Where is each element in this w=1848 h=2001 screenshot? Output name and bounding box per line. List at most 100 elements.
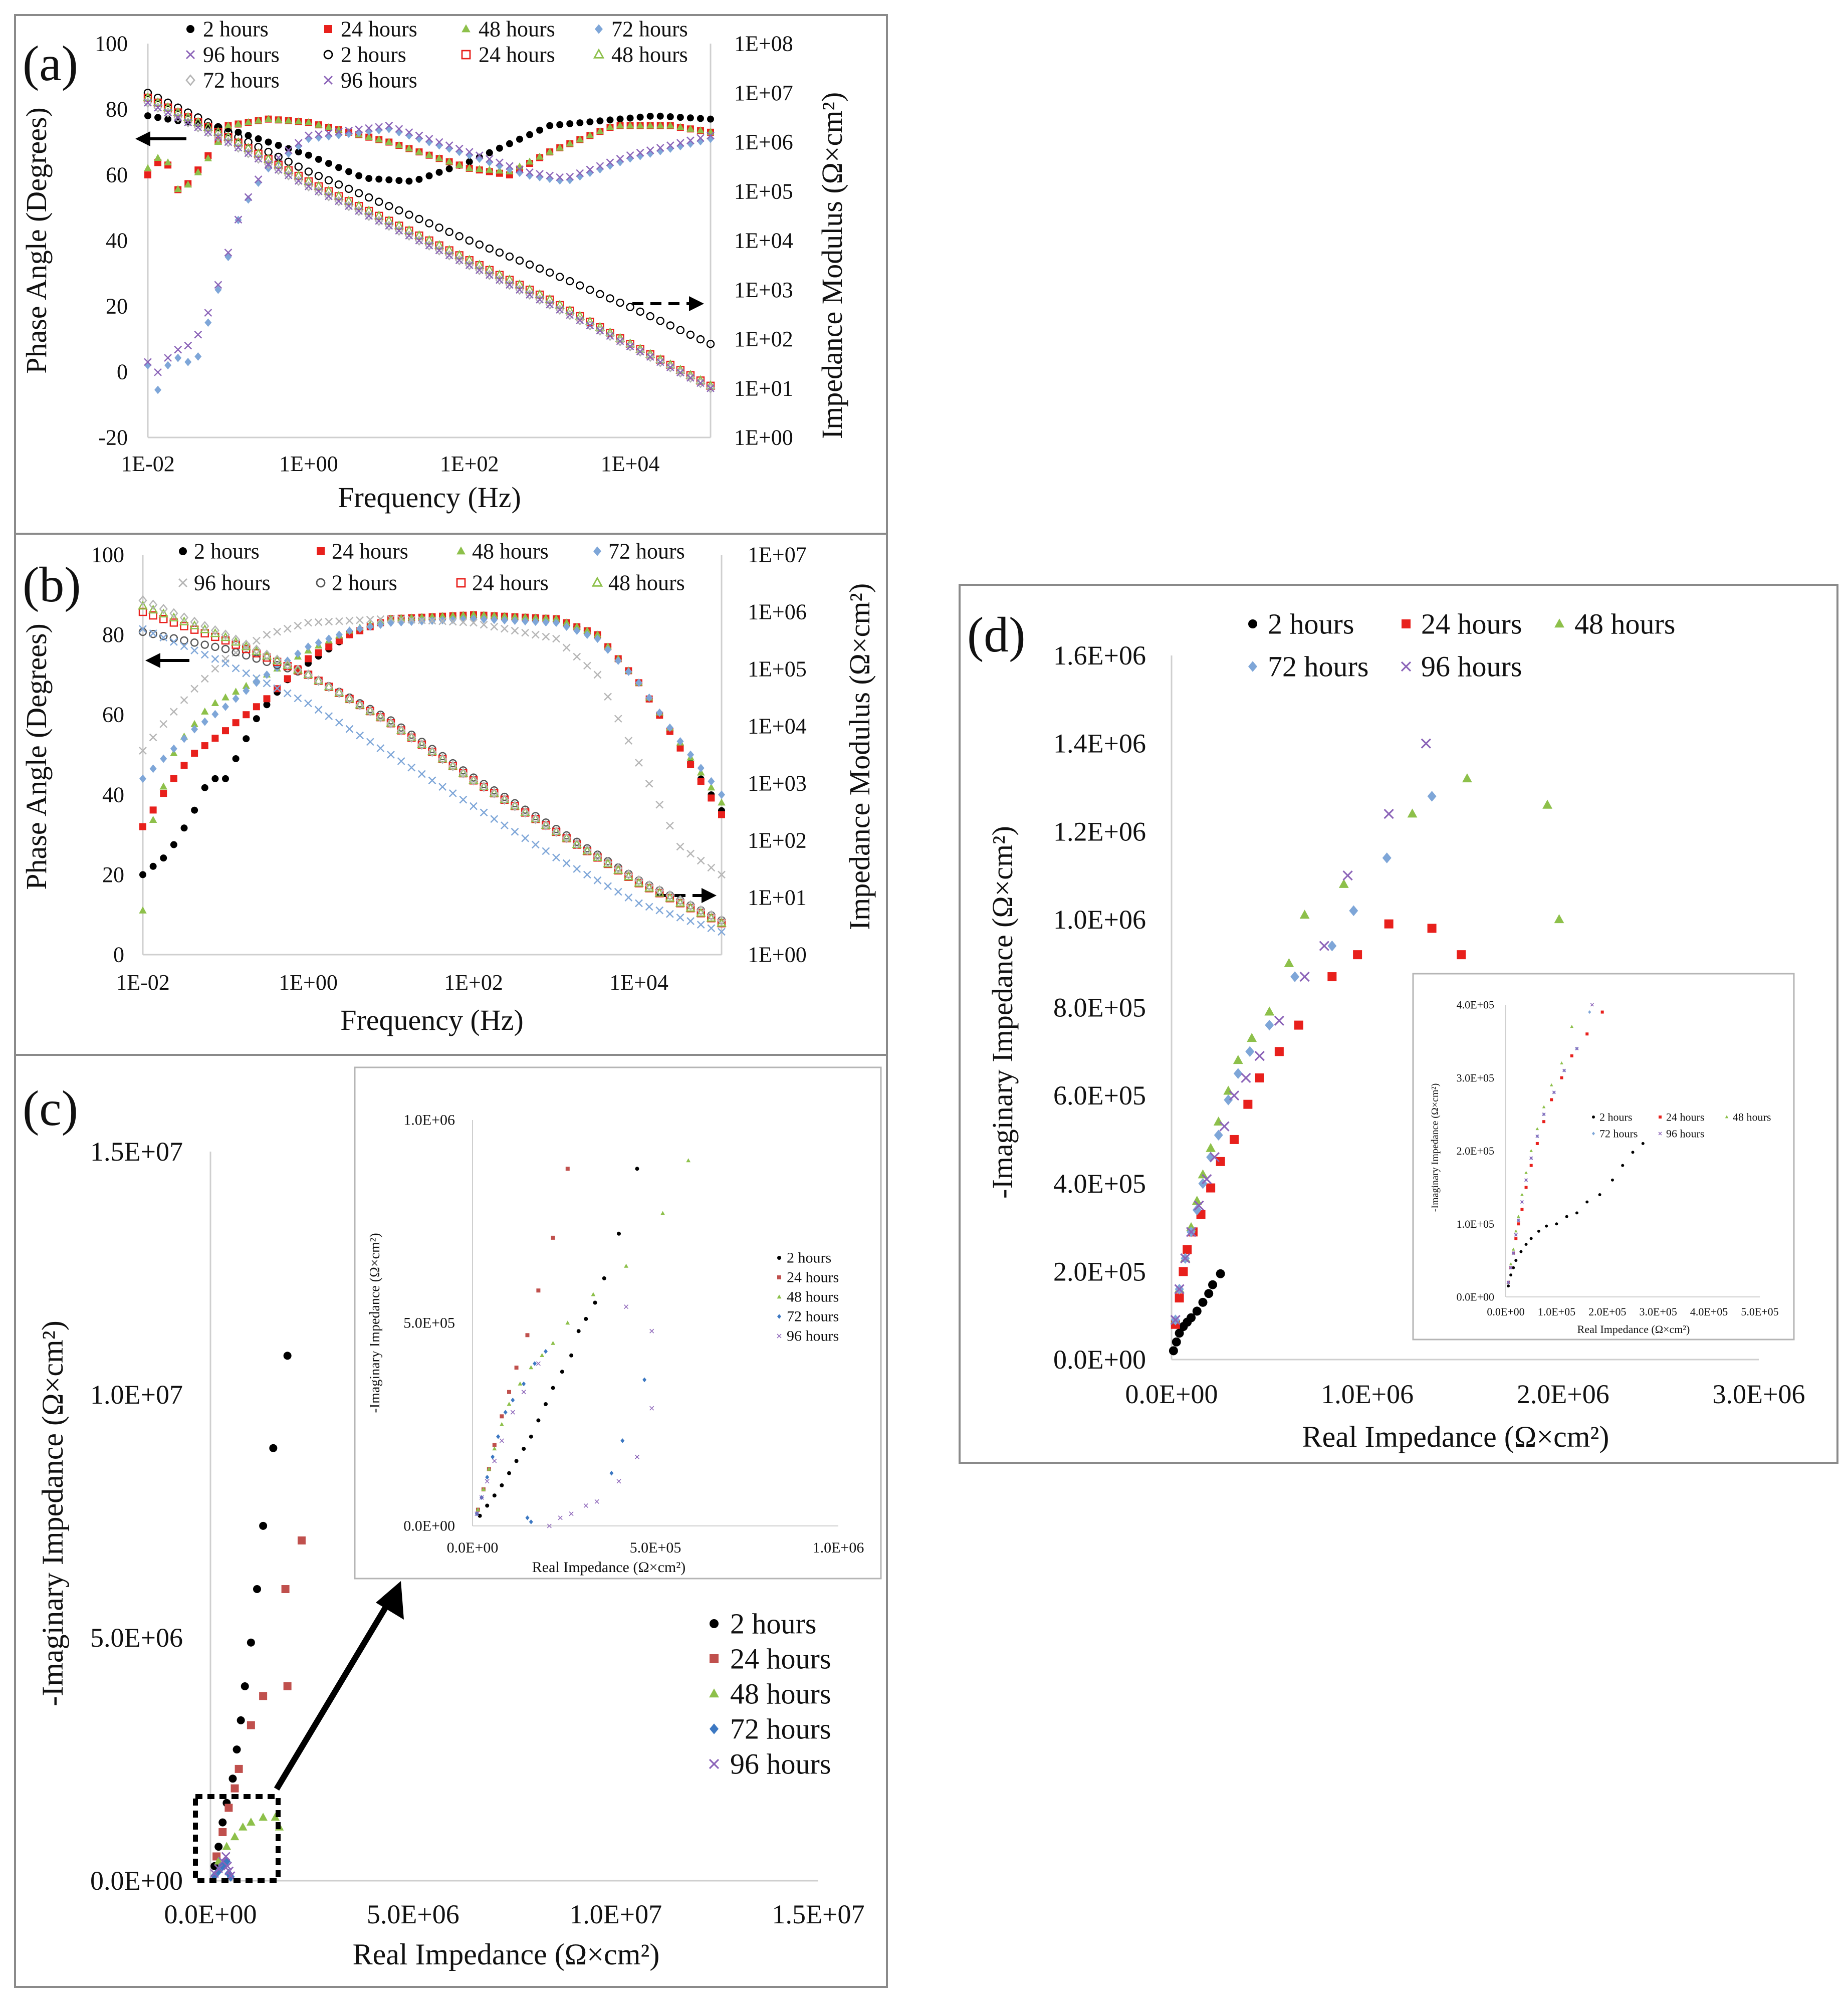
panel-d-inset-y-label: -Imaginary Impedance (Ω×cm²) <box>1430 1083 1441 1212</box>
legend-marker <box>185 74 195 86</box>
data-point <box>354 189 363 197</box>
data-point <box>593 1300 597 1305</box>
data-point <box>405 177 413 185</box>
data-point <box>397 725 406 736</box>
data-point <box>561 832 572 842</box>
data-point <box>1284 958 1294 967</box>
data-point <box>334 196 343 206</box>
data-point <box>434 240 444 249</box>
data-point <box>624 869 633 880</box>
data-point <box>687 761 695 768</box>
data-point <box>283 659 292 670</box>
a-y-right-tick-label: 1E+08 <box>734 32 793 56</box>
data-point <box>676 142 684 151</box>
data-point <box>616 337 624 345</box>
data-point <box>204 309 212 317</box>
data-point <box>594 1499 599 1504</box>
data-point <box>552 853 560 862</box>
data-point <box>438 612 446 619</box>
data-point <box>374 210 384 219</box>
data-point <box>1600 1010 1604 1014</box>
data-point <box>259 1521 268 1530</box>
data-point <box>434 245 444 256</box>
zoom-arrow <box>274 1581 404 1791</box>
data-point <box>1517 1215 1520 1218</box>
data-point <box>516 135 523 143</box>
di-x-tick-label: 0.0E+00 <box>1487 1305 1524 1318</box>
c-x-tick-label: 1.5E+07 <box>772 1899 865 1929</box>
a-y-right-tick-label: 1E+03 <box>734 278 793 302</box>
data-point <box>159 720 168 728</box>
data-point <box>531 840 540 849</box>
legend-entry: 48 hours <box>593 43 688 67</box>
data-point <box>609 1470 614 1476</box>
data-point <box>221 644 230 653</box>
a-y-right-tick-label: 1E+05 <box>734 179 793 203</box>
legend-marker <box>461 50 471 60</box>
data-point <box>1175 1328 1184 1338</box>
b-y-right-tick-label: 1E+06 <box>748 600 807 624</box>
data-point <box>234 120 243 127</box>
data-point <box>425 241 433 250</box>
data-point <box>465 148 474 156</box>
data-point <box>1255 1073 1264 1082</box>
data-point <box>445 141 453 149</box>
data-point <box>521 628 529 637</box>
data-point <box>1509 1273 1513 1277</box>
data-point <box>707 384 715 392</box>
data-point <box>313 675 324 685</box>
panel-d-letter: (d) <box>967 607 1026 662</box>
data-point <box>555 300 565 309</box>
data-point <box>211 642 219 651</box>
data-point <box>262 649 272 660</box>
data-point <box>459 795 468 804</box>
data-point <box>324 185 334 195</box>
data-point <box>265 138 272 146</box>
legend-marker <box>595 24 603 34</box>
panel-d-y-label: -Imaginary Impedance (Ω×cm²) <box>986 826 1019 1199</box>
panel-c-inset-legend: 2 hours 24 hours 48 hours 72 hours 96 hours <box>777 1250 839 1345</box>
data-point <box>305 642 312 651</box>
legend-entry: 24 hours <box>1402 608 1522 640</box>
data-point <box>1519 1250 1523 1253</box>
ci-x-tick-label: 0.0E+00 <box>447 1539 499 1556</box>
data-point <box>500 794 509 805</box>
data-point <box>566 175 574 184</box>
data-point <box>285 145 292 152</box>
data-point <box>263 153 274 163</box>
b-y-right-tick-label: 1E+03 <box>748 771 807 796</box>
data-point <box>594 634 601 643</box>
a-x-tick-label: 1E+04 <box>601 452 660 476</box>
data-point <box>149 806 157 814</box>
legend-marker <box>777 1256 781 1260</box>
data-point <box>394 226 403 236</box>
data-point <box>596 127 604 134</box>
data-point <box>510 801 520 811</box>
legend-marker <box>1725 1115 1729 1119</box>
data-point <box>435 168 443 176</box>
data-point <box>221 1852 230 1861</box>
data-point <box>164 158 172 166</box>
legend-marker <box>710 1654 719 1663</box>
data-point <box>492 1443 497 1447</box>
data-point <box>144 358 152 366</box>
data-point <box>284 675 291 683</box>
data-point <box>1585 1032 1589 1036</box>
panel-a-y-left-label: Phase Angle (Degrees) <box>20 107 53 374</box>
data-point <box>315 155 322 163</box>
data-point <box>424 235 434 244</box>
di-y-tick-label: 0.0E+00 <box>1457 1291 1494 1303</box>
data-point <box>314 171 323 180</box>
data-point <box>164 115 172 123</box>
data-point <box>553 618 560 627</box>
data-point <box>586 118 594 126</box>
data-point <box>335 688 344 699</box>
data-point <box>1382 852 1392 863</box>
data-point <box>214 123 222 132</box>
data-point <box>445 250 454 261</box>
data-point <box>435 138 443 146</box>
data-point <box>596 117 604 125</box>
data-point <box>707 924 716 933</box>
data-point <box>544 1349 548 1354</box>
